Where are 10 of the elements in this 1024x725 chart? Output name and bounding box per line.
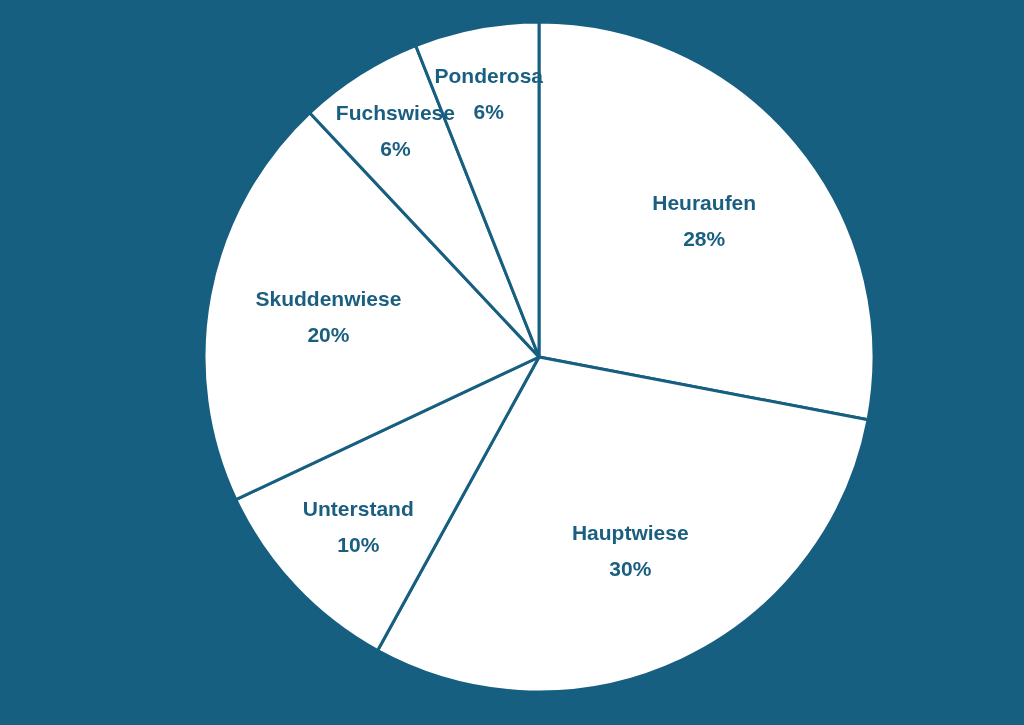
data-label: 6% [473,100,505,124]
data-label: 28% [683,226,726,250]
data-label: 10% [337,533,380,557]
data-label: 6% [380,137,411,161]
slice-label: Hauptwiese [571,521,689,545]
data-label: 30% [609,557,652,581]
data-label: 20% [307,323,350,347]
slice-label: Skuddenwiese [255,287,402,311]
slice-label: Unterstand [302,497,414,521]
slice-label: Heuraufen [652,190,757,214]
